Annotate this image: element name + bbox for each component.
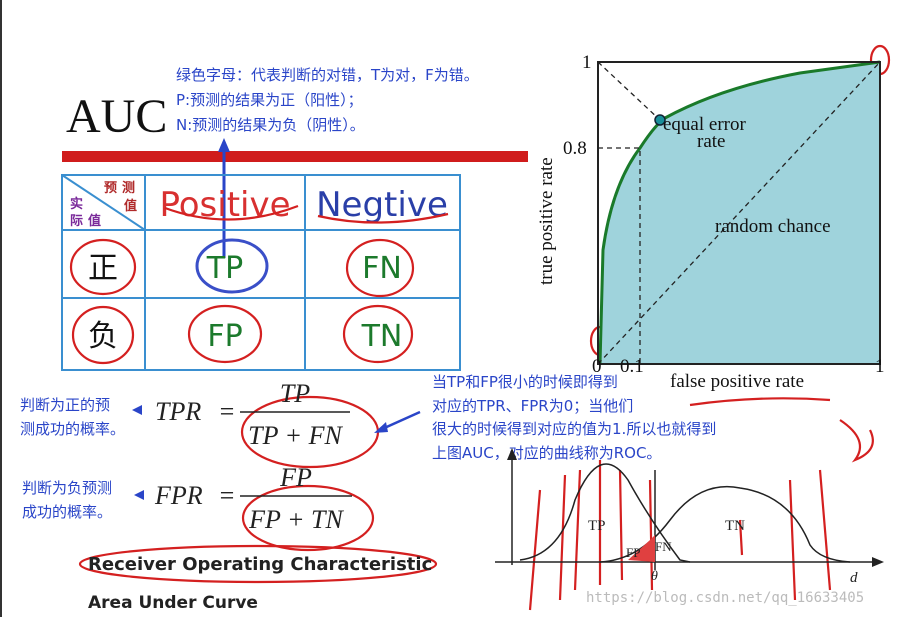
dist-label: TP: [588, 518, 606, 534]
formula-num: TP: [280, 379, 310, 408]
scribble: [345, 238, 415, 298]
y-tick-label: 0.8: [563, 138, 587, 159]
x-axis-label: false positive rate: [670, 371, 804, 392]
watermark: https://blog.csdn.net/qq_16633405: [586, 590, 864, 606]
corner-char: 实: [70, 196, 83, 212]
note-line: 很大的时候得到对应的值为1.所以也就得到: [432, 420, 716, 438]
corner-labels: 预 测 值 实 际 值: [70, 180, 137, 229]
x-tick-label: 0.1: [620, 356, 644, 377]
formula-num: FP: [279, 463, 312, 492]
scribble: [317, 212, 449, 224]
corner-char: 值: [124, 198, 137, 214]
corner-char: 际: [70, 214, 83, 229]
formula-lhs: TPR: [155, 397, 201, 426]
slide-title: AUC: [66, 90, 167, 143]
scribble: [528, 460, 832, 611]
y-tick-label: 1: [582, 52, 592, 73]
arrow-head: [507, 448, 517, 460]
arrow-head: [134, 490, 144, 500]
note-line: 当TP和FP很小的时候即得到: [432, 373, 618, 391]
guide-line: [598, 147, 641, 364]
note-line: 判断为负预测: [22, 479, 112, 497]
formula-den: TP + FN: [248, 421, 343, 450]
scribble: [164, 204, 299, 221]
caption: Area Under Curve: [88, 593, 258, 613]
fp-area: [628, 535, 655, 562]
dist-label: FP: [626, 545, 640, 560]
threshold-label: θ: [651, 569, 658, 584]
formula-den: FP + TN: [248, 505, 344, 534]
row-header: 负: [88, 319, 118, 354]
eer-label: rate: [697, 131, 725, 152]
highlight-circle: [195, 238, 269, 294]
annotation-line: P:预测的结果为正（阳性）；: [176, 91, 363, 109]
arrow-head: [374, 422, 388, 433]
diagonal: [61, 174, 146, 231]
x-tick-label: 0: [592, 356, 602, 377]
scribble: [839, 419, 874, 463]
dist-label: TN: [725, 518, 745, 534]
arrow-head: [872, 557, 884, 567]
corner-char: 测: [122, 180, 135, 196]
header-cell: Positive: [159, 185, 290, 225]
roc-curve: [598, 60, 881, 365]
row-header: 正: [88, 251, 118, 286]
scribble: [187, 304, 263, 364]
caption: Receiver Operating Characteristic: [88, 554, 432, 575]
note-line: 对应的TPR、FPR为0；当他们: [432, 397, 633, 415]
x-tick-label: 1: [875, 356, 885, 377]
cell: FN: [362, 251, 402, 286]
annotation-line: 绿色字母：代表判断的对错，T为对，F为错。: [176, 66, 479, 84]
chance-line: [597, 61, 881, 365]
note-line: 测成功的概率。: [20, 420, 125, 438]
formula-eq: =: [218, 397, 236, 426]
cell: TP: [206, 251, 243, 286]
note-line: 成功的概率。: [22, 503, 112, 521]
note-line: 上图AUC，对应的曲线称为ROC。: [432, 444, 661, 462]
cell: FP: [207, 319, 242, 354]
corner-char: 值: [88, 213, 101, 229]
scribble: [689, 397, 831, 407]
scribble: [241, 484, 375, 552]
scribble: [78, 544, 438, 584]
arrow-head: [132, 405, 142, 415]
scribble: [71, 305, 135, 365]
table-border: [61, 174, 461, 371]
tp-curve: [519, 463, 691, 563]
formula-eq: =: [218, 481, 236, 510]
guides: [597, 61, 881, 365]
plot-frame: [597, 61, 881, 365]
scribble: [342, 304, 414, 364]
arrow-head: [218, 138, 230, 152]
eer-label: equal error: [663, 114, 746, 135]
axis-label: d: [850, 570, 858, 586]
cell: TN: [361, 319, 403, 354]
chance-label: random chance: [715, 216, 831, 237]
dist-label: FN: [655, 539, 672, 554]
corner-char: 预: [104, 181, 117, 196]
annotation-line: N:预测的结果为负（阴性）。: [176, 116, 365, 134]
formula-lhs: FPR: [154, 481, 203, 510]
scribble: [69, 238, 137, 296]
eer-point: [654, 114, 666, 126]
note-line: 判断为正的预: [20, 396, 110, 414]
title-bar: [62, 151, 528, 162]
y-axis-label: true positive rate: [536, 157, 557, 285]
table-grid: [61, 174, 461, 371]
